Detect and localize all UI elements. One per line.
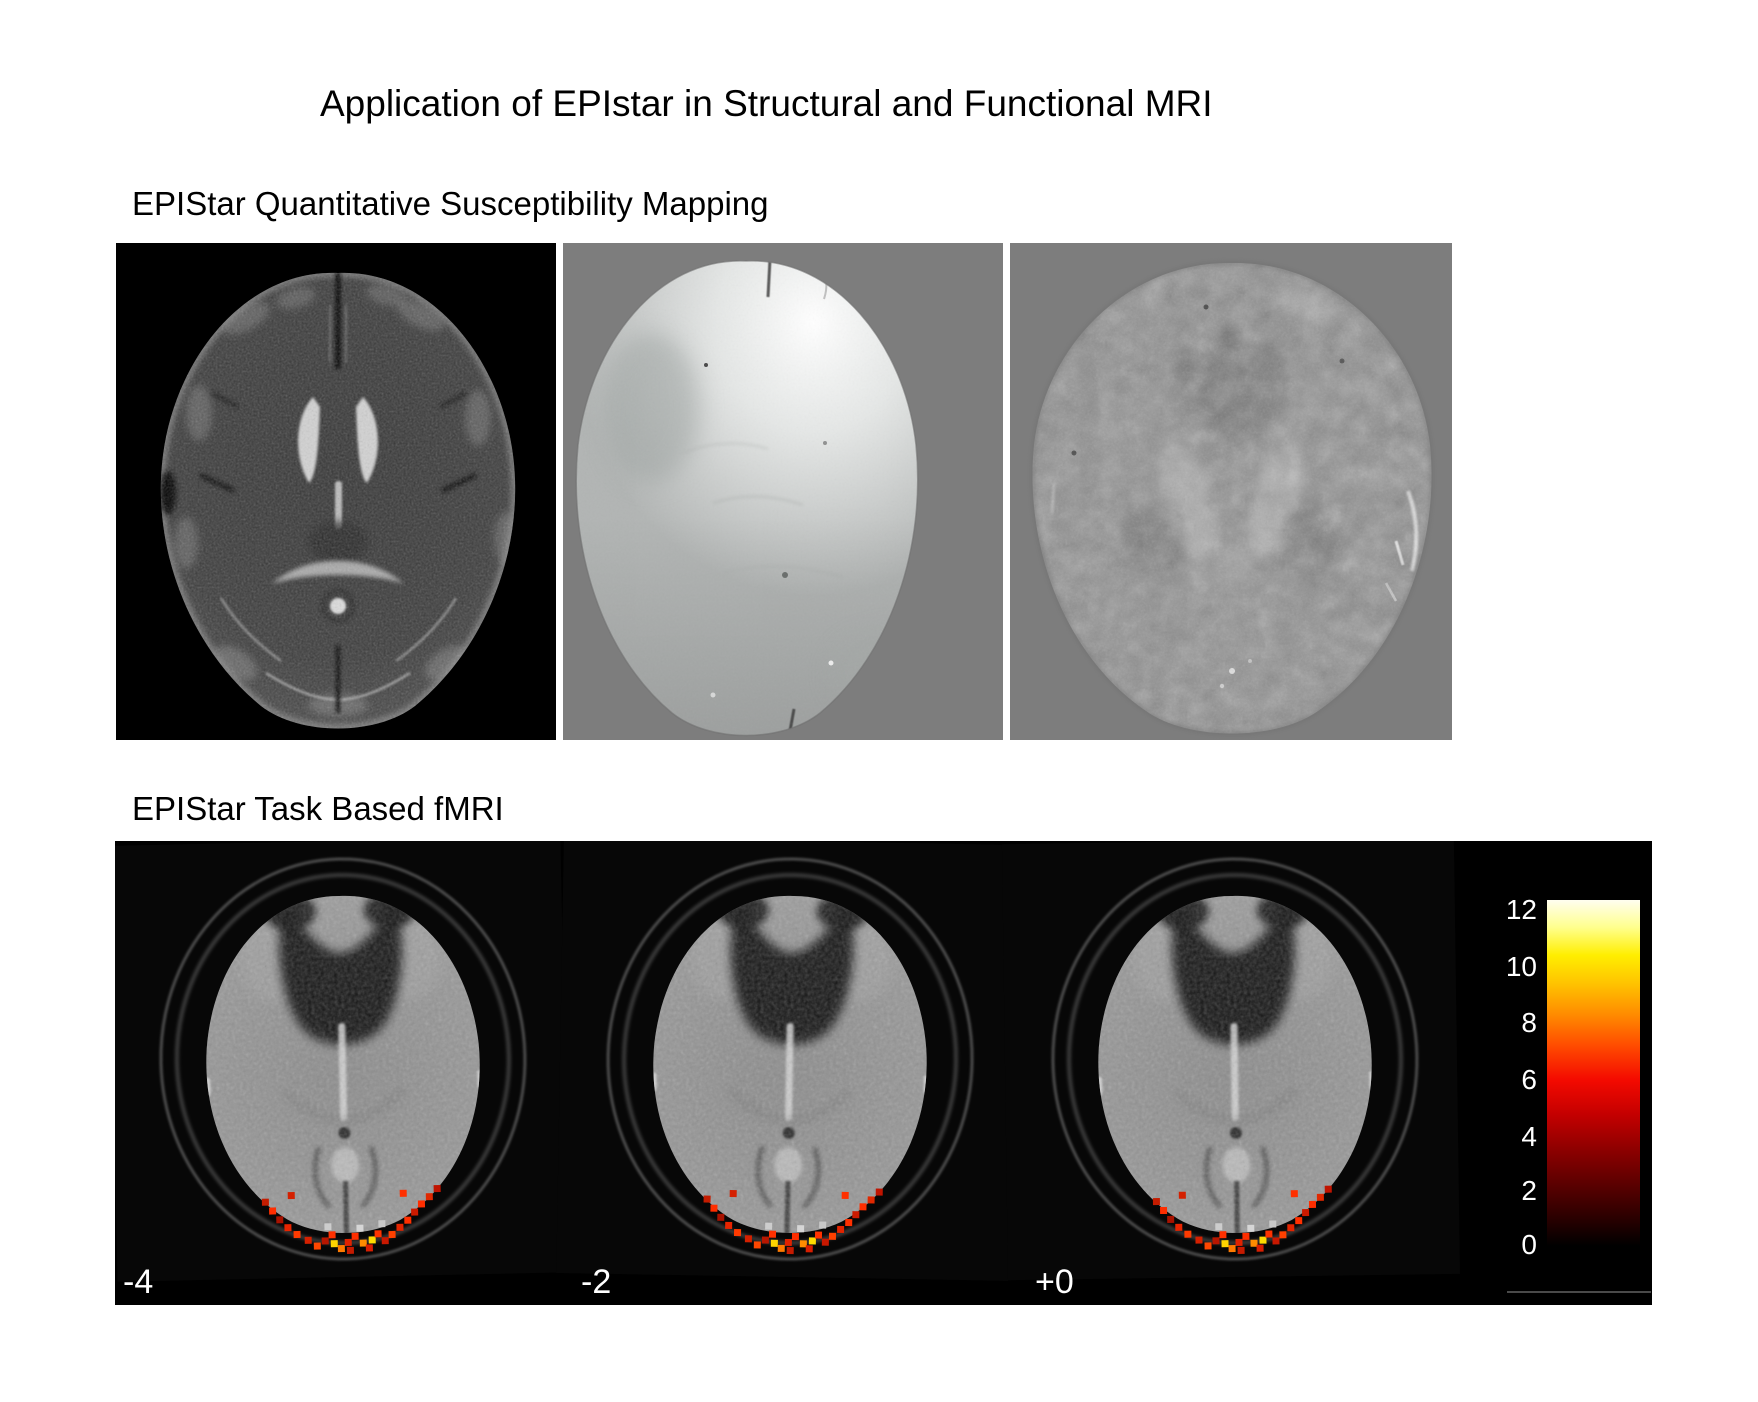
fmri-slice-minus2 (556, 841, 1016, 1281)
fmri-slice-label-minus2: -2 (581, 1263, 612, 1301)
fmri-strip: -4 -2 +0 12 10 8 6 4 2 0 (115, 841, 1652, 1305)
brain-outline (160, 272, 516, 729)
fmri-slice-plus0 (1002, 841, 1460, 1280)
colorbar-tick-0: 0 (1521, 1229, 1537, 1260)
fmri-slice-minus4 (115, 841, 569, 1282)
colorbar-tick-6: 6 (1521, 1064, 1537, 1095)
fmri-slice-label-minus4: -4 (123, 1263, 154, 1301)
qsm-susceptibility-panel (1010, 243, 1452, 740)
fmri-slices-image (115, 841, 1652, 1305)
colorbar-tick-8: 8 (1521, 1007, 1537, 1038)
fmri-section-heading: EPIStar Task Based fMRI (132, 790, 504, 827)
qsm-phase-brain-image (563, 243, 1003, 740)
brain-outline (576, 260, 918, 736)
colorbar-tick-10: 10 (1505, 951, 1537, 982)
fmri-slice-label-plus0: +0 (1035, 1263, 1074, 1301)
qsm-magnitude-brain-image (116, 243, 556, 740)
colorbar-tick-2: 2 (1521, 1175, 1537, 1206)
qsm-susceptibility-brain-image (1010, 243, 1452, 740)
fmri-colorbar (1547, 900, 1640, 1246)
page-title: Application of EPIstar in Structural and… (320, 83, 1213, 124)
brain-outline (1032, 262, 1432, 734)
colorbar-tick-12: 12 (1505, 894, 1537, 925)
qsm-section-heading: EPIStar Quantitative Susceptibility Mapp… (132, 185, 769, 222)
qsm-phase-panel (563, 243, 1003, 740)
qsm-magnitude-panel (116, 243, 556, 740)
scale-line (1507, 1291, 1651, 1293)
colorbar-tick-4: 4 (1521, 1121, 1537, 1152)
